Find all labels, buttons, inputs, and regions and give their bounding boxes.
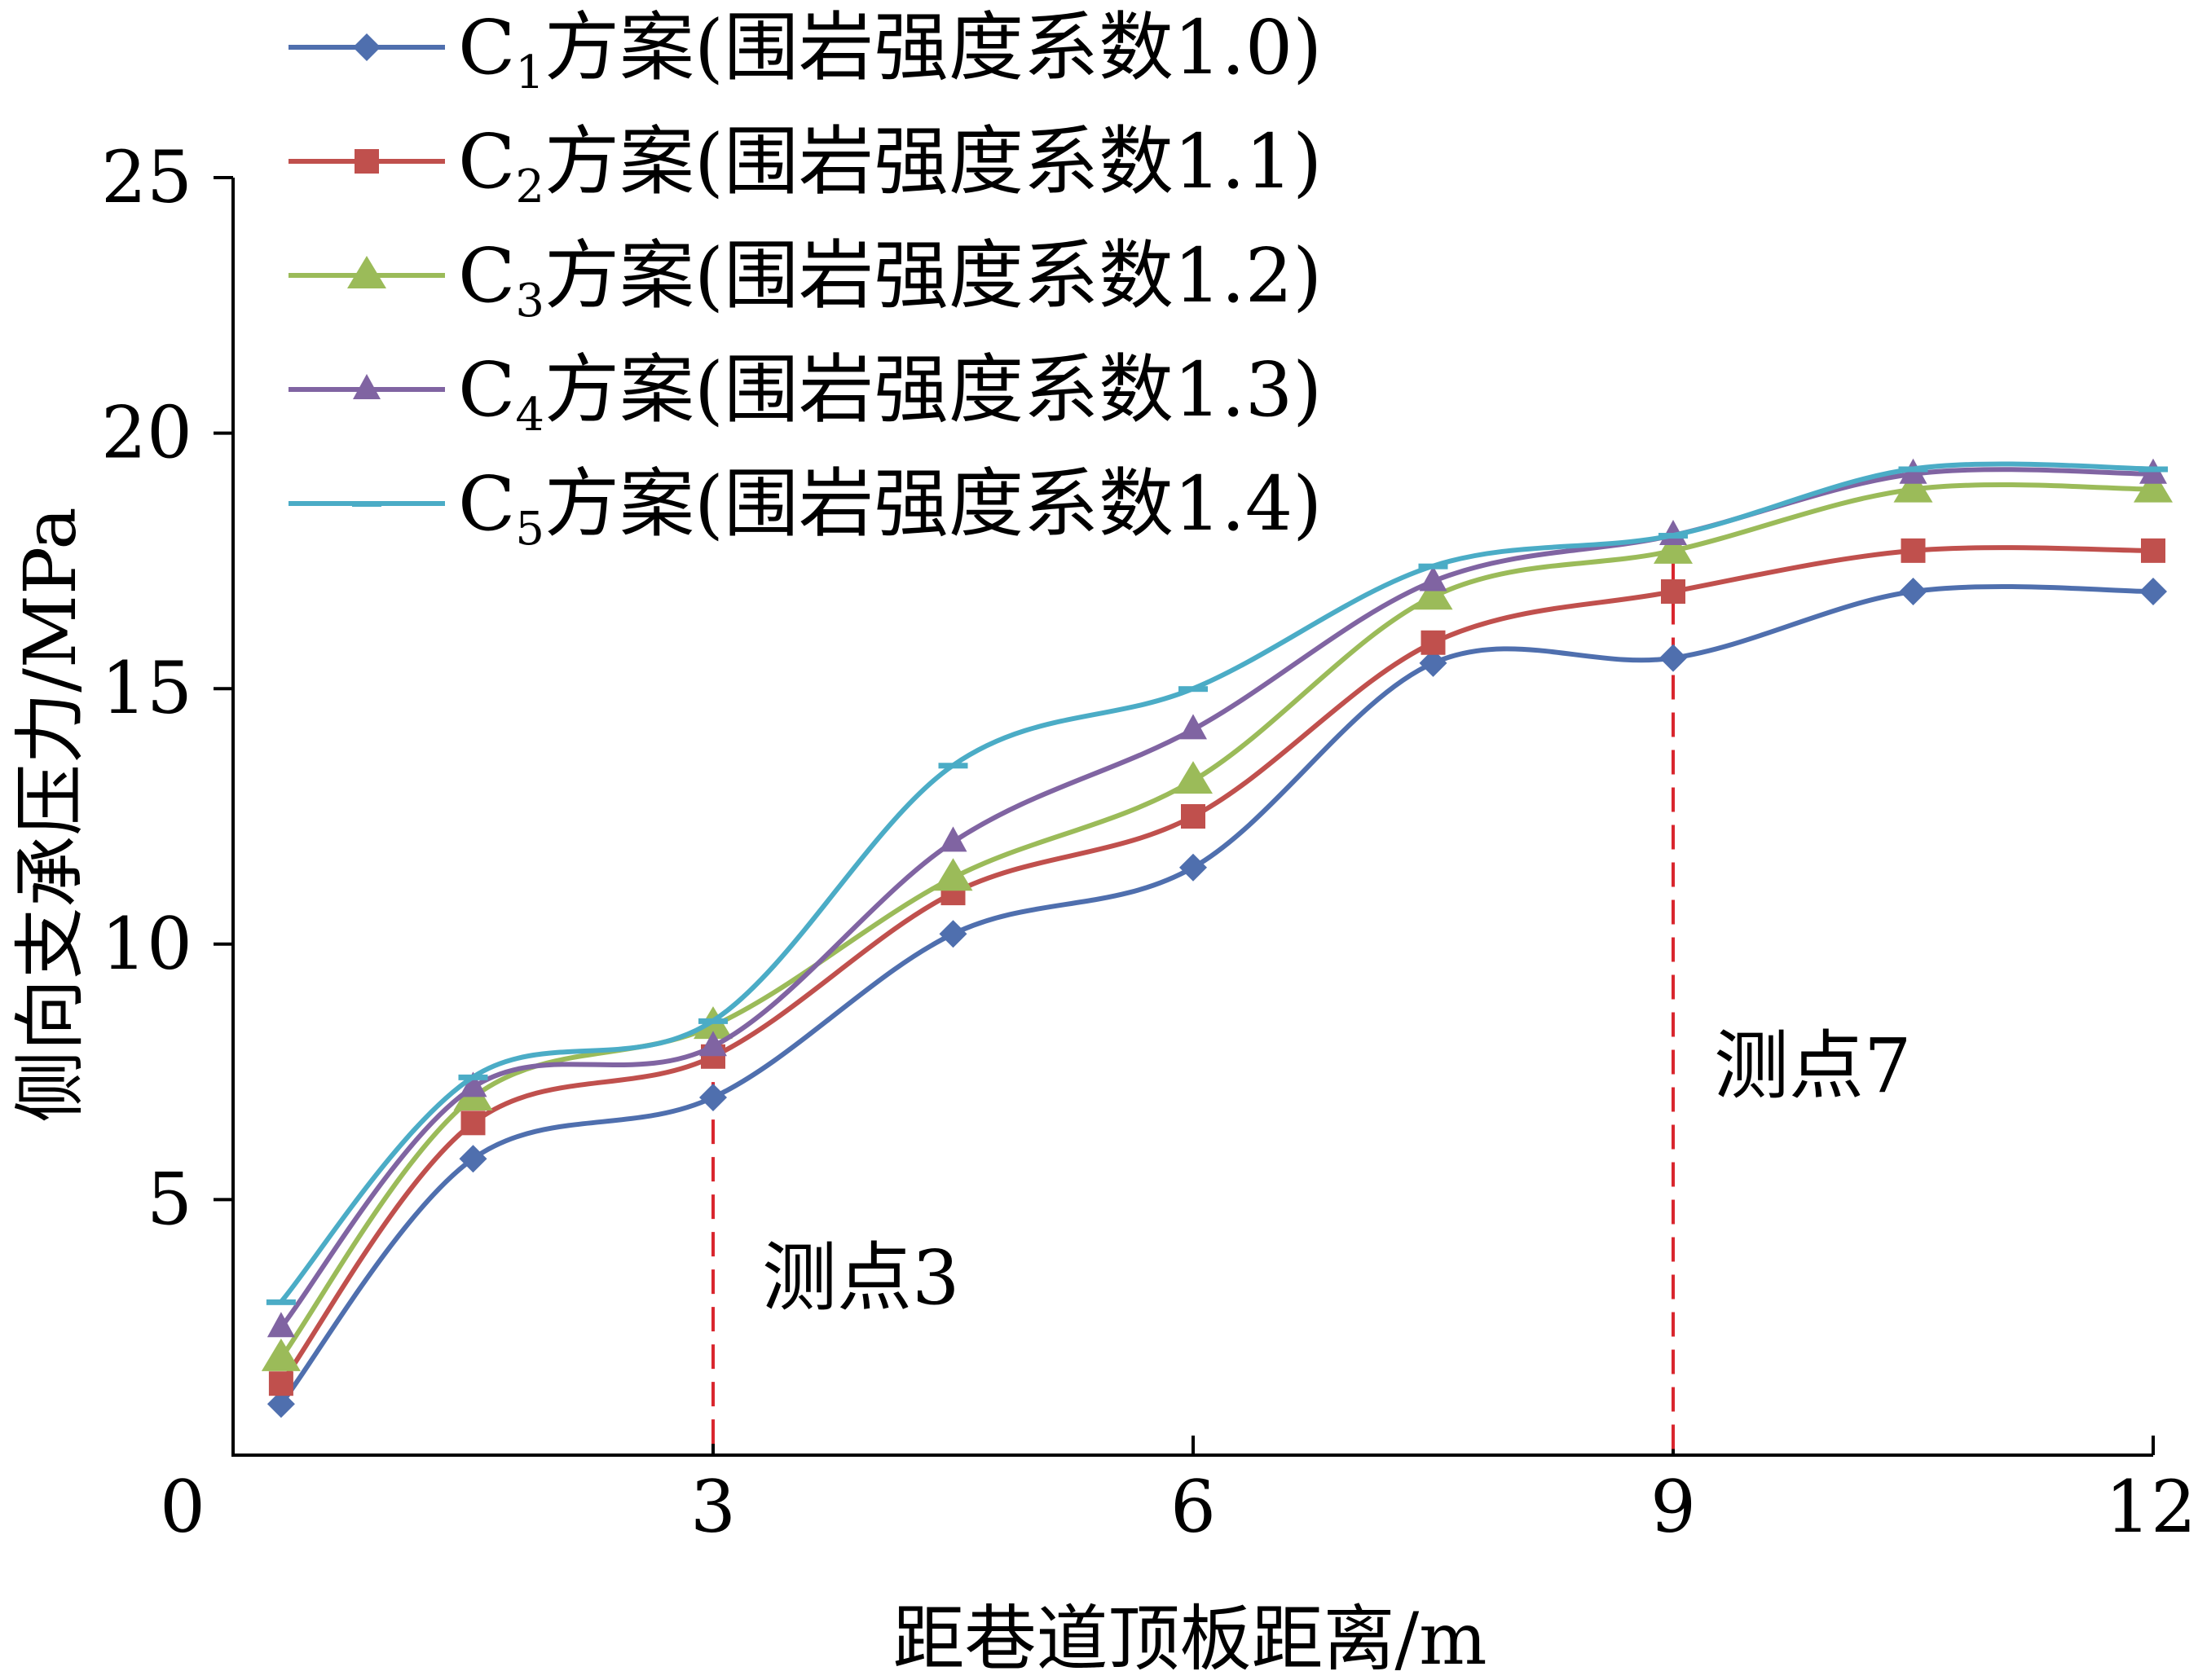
reference-line-label: 测点7 (1714, 1023, 1912, 1110)
axes: 5 10 15 20 25 0 3 6 9 12 (101, 135, 2196, 1549)
data-point-triangle (933, 858, 973, 891)
series-2 (268, 538, 2165, 1396)
data-point-diamond (939, 920, 967, 948)
series-line (279, 545, 2154, 1385)
data-point-diamond (699, 1083, 727, 1111)
data-point-dash (1898, 466, 1928, 473)
data-point-square (1181, 804, 1205, 829)
data-point-diamond (266, 1390, 295, 1418)
data-point-square (1901, 538, 1926, 563)
y-tick-label: 25 (101, 135, 192, 219)
data-point-triangle (1413, 577, 1453, 610)
x-tick-label: 0 (160, 1465, 205, 1549)
legend-label: C4方案(围岩强度系数1.3) (458, 346, 1322, 442)
data-point-diamond (2139, 578, 2167, 606)
data-point-square (1661, 579, 1685, 605)
series-1 (266, 578, 2167, 1418)
data-point-triangle (1419, 565, 1447, 592)
x-axis-title: 距巷道顶板距离/m (892, 1597, 1487, 1680)
data-point-square (1421, 630, 1446, 655)
data-point-triangle (266, 1312, 295, 1338)
data-point-dash (266, 1299, 296, 1305)
legend-item: C5方案(围岩强度系数1.4) (289, 460, 1322, 556)
series-layer (261, 458, 2173, 1418)
data-point-square (2141, 538, 2165, 563)
x-tick-label: 6 (1170, 1465, 1216, 1549)
data-point-dash (938, 763, 968, 769)
x-tick-label: 9 (1650, 1465, 1696, 1549)
data-point-triangle (353, 374, 381, 399)
y-axis-title: 侧向支承压力/MPa (8, 507, 92, 1122)
legend-label: C2方案(围岩强度系数1.1) (458, 118, 1322, 213)
legend-item: C1方案(围岩强度系数1.0) (289, 4, 1322, 99)
series-line (279, 467, 2154, 1330)
y-ticks: 5 10 15 20 25 (101, 135, 233, 1241)
data-point-triangle (1179, 714, 1207, 740)
data-point-triangle (1893, 469, 1933, 503)
y-tick-label: 20 (101, 391, 192, 475)
data-point-triangle (939, 826, 967, 852)
data-point-triangle (2134, 469, 2173, 503)
data-point-diamond (1659, 644, 1687, 672)
reference-line-label: 测点3 (762, 1234, 960, 1322)
legend-label: C1方案(围岩强度系数1.0) (458, 4, 1322, 99)
legend-item: C3方案(围岩强度系数1.2) (289, 232, 1322, 328)
data-point-triangle (1654, 530, 1693, 564)
data-point-dash (698, 1018, 728, 1024)
data-point-triangle (699, 1031, 727, 1057)
data-point-square (460, 1110, 486, 1136)
data-point-triangle (347, 256, 386, 288)
data-point-diamond (459, 1145, 487, 1173)
data-point-dash (1658, 533, 1688, 539)
data-point-dash (1178, 686, 1208, 693)
series-3 (261, 469, 2173, 1371)
series-line (279, 583, 2154, 1406)
legend-item: C2方案(围岩强度系数1.1) (289, 118, 1322, 213)
series-4 (266, 458, 2167, 1338)
data-point-dash (1418, 563, 1448, 570)
y-tick-label: 10 (101, 902, 192, 986)
data-point-square (355, 149, 379, 174)
series-line (279, 482, 2154, 1360)
series-5 (266, 461, 2168, 1305)
data-point-diamond (353, 33, 381, 61)
legend-label: C5方案(围岩强度系数1.4) (458, 460, 1322, 556)
series-line (279, 461, 2154, 1304)
data-point-triangle (261, 1338, 301, 1371)
data-point-diamond (1179, 853, 1207, 882)
legend-item: C4方案(围岩强度系数1.3) (289, 346, 1322, 442)
x-ticks: 0 3 6 9 12 (160, 1436, 2196, 1549)
data-point-diamond (1419, 649, 1447, 677)
x-tick-label: 12 (2105, 1465, 2196, 1549)
data-point-diamond (1899, 578, 1927, 606)
reference-lines: 测点7 测点3 (711, 525, 1912, 1455)
data-point-square (268, 1371, 293, 1396)
legend: C1方案(围岩强度系数1.0) C2方案(围岩强度系数1.1) C3方案(围岩强度系… (289, 4, 1322, 556)
data-point-dash (352, 501, 381, 507)
data-point-triangle (1174, 761, 1213, 794)
data-point-dash (458, 1074, 488, 1080)
x-tick-label: 3 (690, 1465, 736, 1549)
legend-label: C3方案(围岩强度系数1.2) (458, 232, 1322, 328)
data-point-dash (2139, 466, 2168, 473)
y-tick-label: 5 (147, 1157, 192, 1241)
data-point-triangle (459, 1071, 487, 1097)
y-tick-label: 15 (101, 646, 192, 730)
